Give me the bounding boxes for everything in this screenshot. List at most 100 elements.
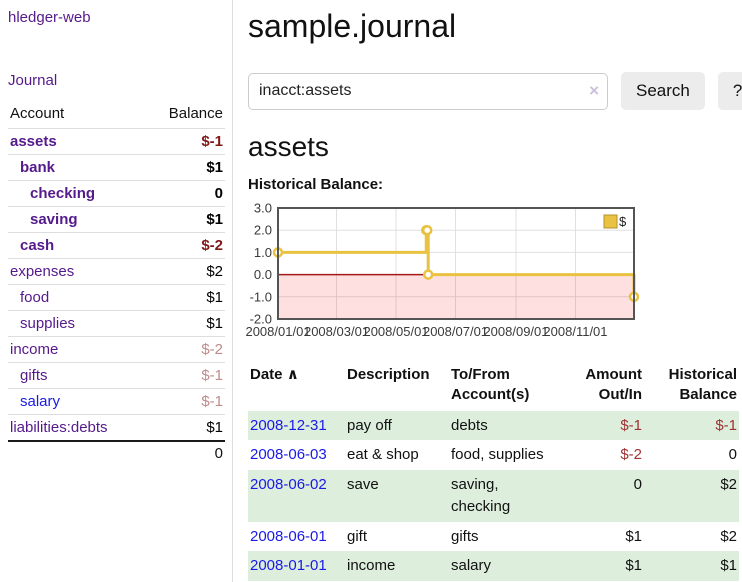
- transaction-description: pay off: [345, 410, 449, 441]
- account-link[interactable]: gifts: [20, 367, 48, 384]
- account-link[interactable]: food: [20, 289, 50, 306]
- main-panel: sample.journal × Search ? assets Histori…: [233, 0, 742, 582]
- transaction-accounts: saving, checking: [449, 470, 561, 522]
- account-row: salary $-1: [8, 388, 225, 415]
- account-balance: $-1: [145, 388, 225, 415]
- account-row: liabilities:debts $1: [8, 414, 225, 441]
- legend-label: $: [619, 214, 627, 229]
- accounts-header-account: Account: [10, 105, 65, 122]
- account-link[interactable]: cash: [20, 237, 55, 254]
- account-row: bank $1: [8, 154, 225, 181]
- account-row: cash $-2: [8, 232, 225, 259]
- accounts-total-balance: 0: [145, 440, 225, 465]
- account-balance: $-2: [145, 232, 225, 259]
- transaction-description: eat & shop: [347, 446, 419, 464]
- search-bar: × Search ?: [248, 72, 742, 110]
- account-link[interactable]: saving: [30, 211, 78, 228]
- accounts-header-balance: Balance: [168, 105, 223, 122]
- search-button[interactable]: Search: [621, 72, 705, 110]
- chart-data-point: [421, 224, 433, 236]
- register-header-amount: Amount Out/In: [585, 366, 642, 404]
- transaction-accounts: salary: [449, 551, 561, 581]
- account-link[interactable]: supplies: [20, 315, 76, 332]
- account-balance: $2: [145, 258, 225, 285]
- account-row: income $-2: [8, 336, 225, 363]
- account-link[interactable]: income: [10, 341, 59, 358]
- transaction-date-link[interactable]: 2008-12-31: [250, 416, 327, 434]
- register-header-description: Description: [347, 366, 430, 383]
- transaction-date-link[interactable]: 2008-06-01: [250, 527, 327, 545]
- x-axis-tick-label: 2008/05/01: [363, 324, 428, 339]
- transaction-date-link[interactable]: 2008-06-02: [250, 476, 327, 493]
- chart-legend: $: [603, 214, 627, 229]
- help-button[interactable]: ?: [717, 72, 742, 110]
- accounts-header-row: Account Balance: [8, 103, 225, 129]
- account-balance: $1: [145, 414, 225, 441]
- register-header-accounts: To/From Account(s): [451, 366, 530, 404]
- register-header-date[interactable]: Date ∧: [248, 363, 345, 411]
- x-axis-tick-label: 2008/09/01: [483, 324, 548, 339]
- account-row: assets $-1: [8, 128, 225, 155]
- account-balance: $1: [145, 310, 225, 337]
- transaction-balance: $2: [644, 470, 739, 522]
- chart-negative-zone: [278, 274, 634, 319]
- x-axis-tick-label: 2008/01/01: [245, 324, 310, 339]
- account-link[interactable]: salary: [20, 393, 61, 410]
- transaction-description: save: [345, 470, 449, 522]
- register-table: Date ∧ Description To/From Account(s) Am…: [248, 363, 739, 581]
- transaction-description: gift: [347, 527, 368, 545]
- transaction-date-link[interactable]: 2008-06-03: [250, 446, 327, 464]
- y-axis-tick-label: 0.0: [254, 267, 272, 282]
- account-link[interactable]: bank: [20, 159, 56, 176]
- transaction-balance: $1: [644, 551, 739, 581]
- account-link[interactable]: checking: [30, 185, 96, 202]
- account-row: checking 0: [8, 180, 225, 207]
- search-field-wrap: ×: [248, 72, 608, 110]
- register-header-date-label: Date: [250, 366, 283, 383]
- account-balance: 0: [145, 180, 225, 207]
- historical-balance-chart: $3.0 2.0 1.0 0.0 -1.0 -2.0 2008/01/01 2008/03/0…: [245, 201, 742, 342]
- chart-svg: $3.0 2.0 1.0 0.0 -1.0 -2.02008/01/012008/03/0…: [245, 201, 640, 339]
- register-row: 2008-06-01 gift gifts $1 $2: [248, 522, 739, 552]
- y-axis-tick-label: 3.0: [254, 201, 272, 216]
- transaction-balance: 0: [728, 446, 737, 464]
- register-row: 2008-01-01 income salary $1 $1: [248, 551, 739, 581]
- account-row: expenses $2: [8, 258, 225, 285]
- sort-asc-icon: ∧: [286, 366, 299, 383]
- account-link[interactable]: expenses: [10, 263, 75, 280]
- transaction-amount: $1: [561, 551, 644, 581]
- transaction-balance: $2: [720, 527, 737, 545]
- page-title: sample.journal: [248, 8, 457, 44]
- register-header-row: Date ∧ Description To/From Account(s) Am…: [248, 363, 739, 411]
- nav-journal-link[interactable]: Journal: [8, 72, 58, 89]
- account-row: gifts $-1: [8, 362, 225, 389]
- account-balance: $-1: [145, 128, 225, 155]
- legend-swatch-icon: [603, 214, 618, 229]
- transaction-accounts: gifts: [451, 527, 479, 545]
- register-header-balance: Historical Balance: [668, 366, 737, 404]
- accounts-total-spacer: [8, 440, 146, 465]
- transaction-amount: $-2: [620, 446, 642, 464]
- accounts-table: Account Balance assets $-1 bank $1 check…: [8, 103, 225, 465]
- transaction-accounts: debts: [449, 410, 561, 441]
- search-input[interactable]: [248, 72, 608, 110]
- register-row: 2008-06-03 eat & shop food, supplies $-2…: [248, 440, 739, 470]
- y-axis-tick-label: -1.0: [250, 289, 272, 304]
- account-link[interactable]: liabilities:debts: [10, 419, 108, 436]
- account-balance: $-2: [145, 336, 225, 363]
- sidebar: hledger-web Journal Account Balance asse…: [0, 0, 233, 582]
- x-axis-tick-label: 2008/03/01: [304, 324, 369, 339]
- chart-title: Historical Balance:: [248, 176, 384, 193]
- account-row: food $1: [8, 284, 225, 311]
- transaction-date-link[interactable]: 2008-01-01: [250, 557, 327, 575]
- transaction-amount: 0: [561, 470, 644, 522]
- account-link[interactable]: assets: [10, 133, 57, 150]
- clear-search-icon[interactable]: ×: [589, 80, 599, 100]
- transaction-description: income: [345, 551, 449, 581]
- account-balance: $-1: [145, 362, 225, 389]
- y-axis-tick-label: -2.0: [250, 312, 272, 327]
- app-title-link[interactable]: hledger-web: [8, 9, 91, 26]
- chart-data-point: [422, 269, 434, 280]
- accounts-total-row: 0: [8, 440, 225, 465]
- y-axis-tick-label: 2.0: [254, 223, 272, 238]
